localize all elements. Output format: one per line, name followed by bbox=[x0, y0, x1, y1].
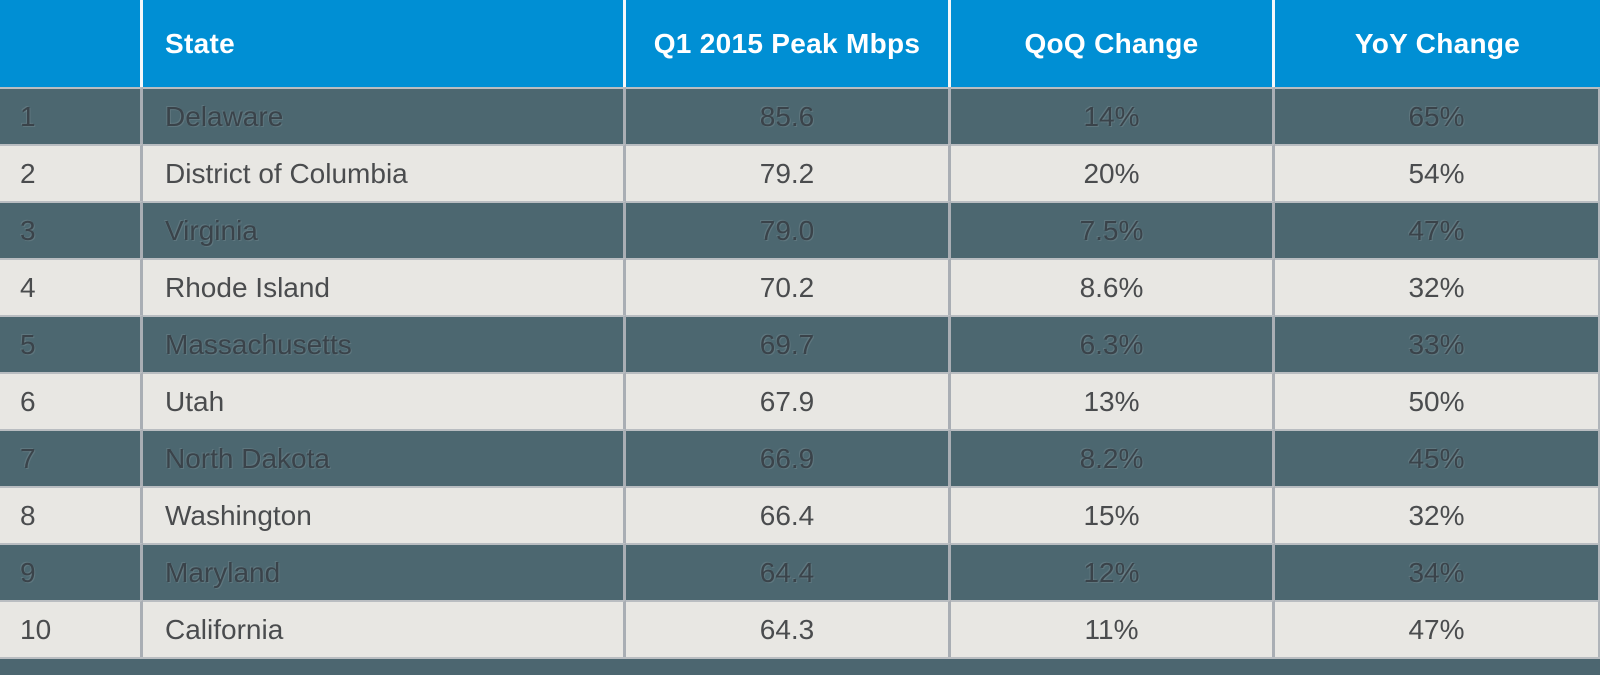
state-cell: Washington bbox=[143, 486, 626, 543]
rank-cell: 9 bbox=[0, 543, 143, 600]
yoy-change-cell: 32% bbox=[1275, 486, 1600, 543]
state-cell: Virginia bbox=[143, 201, 626, 258]
state-cell: California bbox=[143, 600, 626, 657]
table-row: 9 Maryland 64.4 12% 34% bbox=[0, 543, 1600, 600]
peak-mbps-cell: 64.3 bbox=[626, 600, 951, 657]
table-row: 10 California 64.3 11% 47% bbox=[0, 600, 1600, 657]
rank-cell: 5 bbox=[0, 315, 143, 372]
qoq-change-cell: 8.2% bbox=[951, 429, 1275, 486]
peak-mbps-cell: 66.4 bbox=[626, 486, 951, 543]
header-state: State bbox=[143, 0, 626, 87]
state-cell: Utah bbox=[143, 372, 626, 429]
qoq-change-cell: 12% bbox=[951, 543, 1275, 600]
header-yoy-change: YoY Change bbox=[1275, 0, 1600, 87]
peak-mbps-cell: 69.7 bbox=[626, 315, 951, 372]
qoq-change-cell: 7.5% bbox=[951, 201, 1275, 258]
yoy-change-cell: 33% bbox=[1275, 315, 1600, 372]
rank-table: State Q1 2015 Peak Mbps QoQ Change YoY C… bbox=[0, 0, 1600, 657]
rank-cell: 2 bbox=[0, 144, 143, 201]
state-cell: District of Columbia bbox=[143, 144, 626, 201]
yoy-change-cell: 54% bbox=[1275, 144, 1600, 201]
state-cell: Delaware bbox=[143, 87, 626, 144]
state-cell: Maryland bbox=[143, 543, 626, 600]
rank-cell: 6 bbox=[0, 372, 143, 429]
rank-cell: 4 bbox=[0, 258, 143, 315]
peak-mbps-cell: 67.9 bbox=[626, 372, 951, 429]
qoq-change-cell: 15% bbox=[951, 486, 1275, 543]
yoy-change-cell: 47% bbox=[1275, 201, 1600, 258]
table-row: 2 District of Columbia 79.2 20% 54% bbox=[0, 144, 1600, 201]
state-cell: North Dakota bbox=[143, 429, 626, 486]
qoq-change-cell: 20% bbox=[951, 144, 1275, 201]
rank-cell: 8 bbox=[0, 486, 143, 543]
rank-cell: 7 bbox=[0, 429, 143, 486]
table-row: 4 Rhode Island 70.2 8.6% 32% bbox=[0, 258, 1600, 315]
table-row: 7 North Dakota 66.9 8.2% 45% bbox=[0, 429, 1600, 486]
peak-mbps-cell: 79.0 bbox=[626, 201, 951, 258]
yoy-change-cell: 34% bbox=[1275, 543, 1600, 600]
table-row: 1 Delaware 85.6 14% 65% bbox=[0, 87, 1600, 144]
rank-cell: 1 bbox=[0, 87, 143, 144]
qoq-change-cell: 13% bbox=[951, 372, 1275, 429]
table-row: 6 Utah 67.9 13% 50% bbox=[0, 372, 1600, 429]
qoq-change-cell: 14% bbox=[951, 87, 1275, 144]
table-header: State Q1 2015 Peak Mbps QoQ Change YoY C… bbox=[0, 0, 1600, 87]
yoy-change-cell: 65% bbox=[1275, 87, 1600, 144]
yoy-change-cell: 50% bbox=[1275, 372, 1600, 429]
peak-mbps-cell: 66.9 bbox=[626, 429, 951, 486]
peak-mbps-cell: 85.6 bbox=[626, 87, 951, 144]
rank-cell: 3 bbox=[0, 201, 143, 258]
qoq-change-cell: 6.3% bbox=[951, 315, 1275, 372]
yoy-change-cell: 45% bbox=[1275, 429, 1600, 486]
peak-mbps-cell: 70.2 bbox=[626, 258, 951, 315]
qoq-change-cell: 8.6% bbox=[951, 258, 1275, 315]
yoy-change-cell: 32% bbox=[1275, 258, 1600, 315]
yoy-change-cell: 47% bbox=[1275, 600, 1600, 657]
header-row: State Q1 2015 Peak Mbps QoQ Change YoY C… bbox=[0, 0, 1600, 87]
table-row: 8 Washington 66.4 15% 32% bbox=[0, 486, 1600, 543]
table-body: 1 Delaware 85.6 14% 65% 2 District of Columbia… bbox=[0, 87, 1600, 657]
qoq-change-cell: 11% bbox=[951, 600, 1275, 657]
table-row: 3 Virginia 79.0 7.5% 47% bbox=[0, 201, 1600, 258]
peak-mbps-cell: 64.4 bbox=[626, 543, 951, 600]
footer-strip bbox=[0, 657, 1600, 675]
header-rank bbox=[0, 0, 143, 87]
header-qoq-change: QoQ Change bbox=[951, 0, 1275, 87]
rank-cell: 10 bbox=[0, 600, 143, 657]
header-peak-mbps: Q1 2015 Peak Mbps bbox=[626, 0, 951, 87]
table-row: 5 Massachusetts 69.7 6.3% 33% bbox=[0, 315, 1600, 372]
peak-mbps-cell: 79.2 bbox=[626, 144, 951, 201]
state-cell: Massachusetts bbox=[143, 315, 626, 372]
state-cell: Rhode Island bbox=[143, 258, 626, 315]
